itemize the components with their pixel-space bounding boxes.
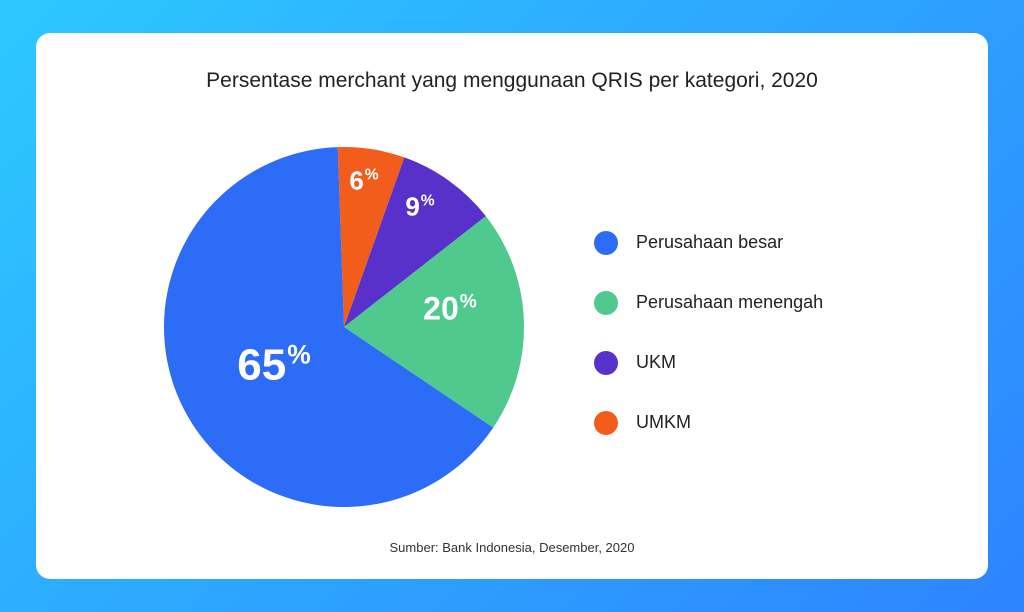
pie-slice-value: 6 <box>349 165 363 195</box>
legend-label: Perusahaan menengah <box>636 292 823 313</box>
legend-item: Perusahaan besar <box>594 231 823 255</box>
legend-item: UMKM <box>594 411 823 435</box>
pie-slice-value: 65 <box>237 340 286 389</box>
percent-icon: % <box>421 192 435 209</box>
chart-title: Persentase merchant yang menggunaan QRIS… <box>84 69 940 93</box>
pie-slice-label: 9% <box>405 191 434 222</box>
legend-item: Perusahaan menengah <box>594 291 823 315</box>
pie-slice-label: 65% <box>237 339 310 390</box>
chart-card: Persentase merchant yang menggunaan QRIS… <box>36 33 988 579</box>
pie-chart: 6%9%20%65% <box>164 147 524 507</box>
pie-slice-label: 6% <box>349 165 378 196</box>
percent-icon: % <box>287 339 310 369</box>
legend-label: Perusahaan besar <box>636 232 783 253</box>
legend-swatch <box>594 411 618 435</box>
pie-slice-label: 20% <box>423 290 477 327</box>
pie-slice-value: 9 <box>405 191 419 221</box>
percent-icon: % <box>365 166 379 183</box>
chart-legend: Perusahaan besar Perusahaan menengah UKM UM… <box>594 219 823 435</box>
legend-label: UKM <box>636 352 676 373</box>
legend-swatch <box>594 291 618 315</box>
percent-icon: % <box>460 291 477 312</box>
legend-label: UMKM <box>636 412 691 433</box>
legend-item: UKM <box>594 351 823 375</box>
legend-swatch <box>594 231 618 255</box>
pie-slice-value: 20 <box>423 290 459 326</box>
chart-source: Sumber: Bank Indonesia, Desember, 2020 <box>84 540 940 555</box>
chart-content: 6%9%20%65% Perusahaan besarPerusahaan me… <box>84 121 940 532</box>
legend-swatch <box>594 351 618 375</box>
